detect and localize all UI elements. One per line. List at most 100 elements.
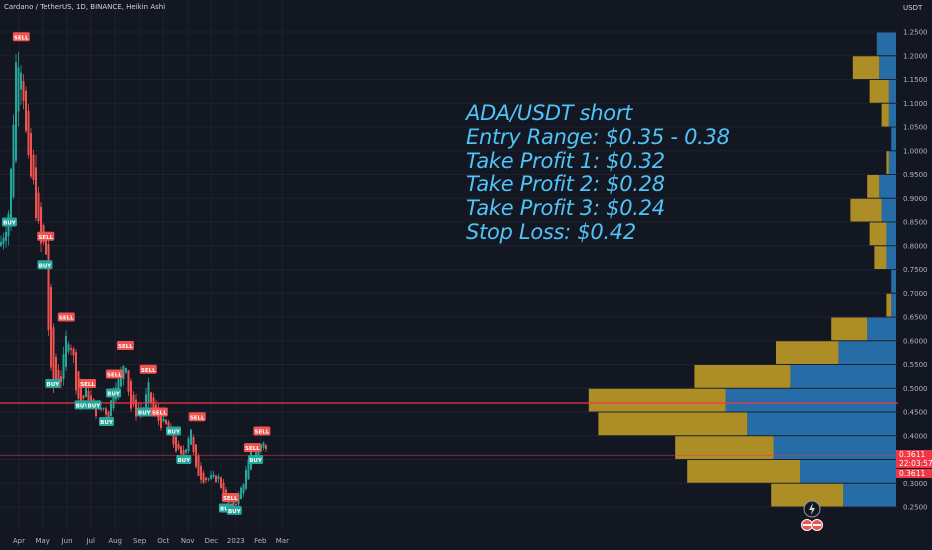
candle-body [67,344,70,352]
candle-body [15,62,17,161]
signal-text: SELL [118,344,133,350]
y-tick-label: 0.2500 [903,504,928,512]
x-tick-label: Oct [157,537,169,545]
candle-body [177,443,180,449]
y-tick-label: 0.4000 [903,432,928,440]
candle-body [245,469,247,489]
volume-profile-up-bar [881,198,896,222]
candle-body [75,352,77,391]
volume-profile-down-bar [687,460,800,483]
volume-profile-up-bar [838,341,896,364]
buy-signal-label: BUY [136,407,152,417]
annotation-line: Take Profit 2: $0.28 [466,172,665,197]
sell-signal-label: SELL [188,412,206,422]
candle-body [30,132,32,177]
candle-body [180,446,182,454]
candle-body [190,429,192,445]
candle-body [132,394,135,405]
candle-body [232,500,235,508]
volume-profile-up-bar [891,293,896,317]
candle-body [220,477,222,488]
candle-body [185,449,187,453]
sell-signal-label: SELL [253,426,271,436]
buy-signal-label: BUY [37,260,53,270]
candle-body [0,241,2,246]
volume-profile-down-bar [771,483,844,507]
signal-text: SELL [255,430,270,436]
candle-body [87,391,90,400]
volume-profile-up-bar [725,388,896,412]
x-tick-label: Nov [181,537,195,545]
signal-box [12,32,30,42]
signal-box [166,426,182,436]
candle-body [90,395,92,404]
candle-body [72,348,75,356]
signal-box [176,455,192,464]
y-tick-label: 0.8500 [903,219,928,227]
sell-signal-label: SELL [139,364,157,374]
x-tick-label: May [35,537,49,545]
chart-title: Cardano / TetherUS, 1D, BINANCE, Heikin … [4,3,166,11]
candle-body [47,244,50,331]
sell-signal-label: SELL [116,341,134,350]
signal-box [1,217,17,227]
sell-signal-label: SELL [12,32,30,42]
sell-signal-label: SELL [57,312,75,322]
signal-text: SELL [59,316,74,322]
x-tick-label: Mar [276,537,289,545]
flag-icon[interactable] [800,513,824,537]
candle-body [207,478,210,480]
x-tick-label: Feb [254,537,267,545]
candle-body [130,381,132,409]
volume-profile-up-bar [790,365,896,388]
signal-text: BUY [249,458,263,464]
candle-body [202,472,205,483]
candle-body [82,395,85,399]
annotation-line: Entry Range: $0.35 - 0.38 [466,124,730,149]
y-tick-label: 0.6500 [903,314,928,322]
buy-signal-label: BUY [1,217,17,227]
volume-profile-up-bar [843,483,896,507]
signal-box [86,400,102,410]
candle-body [27,110,30,156]
buy-signal-label: BUY [166,426,182,436]
last-price-tag: 0.3611 [896,450,932,459]
candle-body [192,437,195,453]
lightning-icon[interactable] [800,497,824,521]
countdown-tag: 22:03:57 [896,459,932,468]
candle-body [200,465,202,480]
signal-box [248,455,264,464]
candle-body [165,419,167,424]
candle-body [212,474,215,477]
buy-signal-label: BUY [86,400,102,410]
candle-body [45,233,47,255]
buy-signal-label: BUY [98,417,114,426]
signal-text: BUY [138,411,152,417]
signal-box [37,231,55,241]
buy-signal-label: BUY [248,455,264,464]
sell-signal-label: SELL [37,231,55,241]
volume-profile-down-bar [867,175,880,198]
y-tick-label: 0.7500 [903,266,928,274]
y-tick-label: 0.6000 [903,337,928,345]
volume-profile-up-bar [891,270,896,293]
signal-text: SELL [245,446,260,452]
candle-body [12,124,15,197]
candle-body [247,459,250,480]
y-tick-label: 0.5000 [903,385,928,393]
candle-body [105,408,107,415]
sell-signal-label: SELL [243,443,261,453]
candle-body [57,369,60,383]
y-tick-label: 0.9500 [903,171,928,179]
candle-body [110,400,112,417]
signal-box [221,493,239,502]
signal-text: SELL [223,496,238,502]
volume-profile-up-bar [876,32,896,56]
y-tick-label: 1.2500 [903,29,928,37]
signal-text: SELL [107,373,122,379]
candle-body [107,411,110,421]
volume-profile-down-bar [852,56,880,79]
signal-text: SELL [152,411,167,417]
